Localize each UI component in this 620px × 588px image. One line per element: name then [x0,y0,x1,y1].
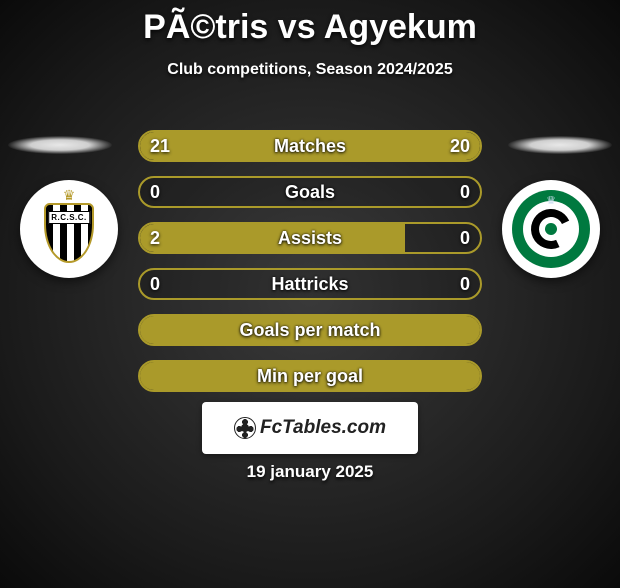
stat-value-right: 0 [460,224,470,252]
charleroi-crest-icon: ♛ R.C.S.C. [36,191,102,267]
stat-value-right: 20 [450,132,470,160]
stat-label: Goals per match [140,316,480,344]
stat-label: Goals [140,178,480,206]
cercle-crest-icon: ♛ [512,190,590,268]
stat-row-goals-per-match: Goals per match [138,314,482,346]
stat-label: Matches [140,132,480,160]
stat-value-right: 0 [460,178,470,206]
fctables-link[interactable]: FcTables.com [202,402,418,454]
stat-row-goals: 0 Goals 0 [138,176,482,208]
page-title: PÃ©tris vs Agyekum [0,8,620,47]
date-label: 19 january 2025 [0,462,620,482]
soccer-ball-icon [234,417,256,439]
footer-brand-text: FcTables.com [260,417,386,439]
left-shadow-ellipse [8,136,112,154]
stat-label: Min per goal [140,362,480,390]
stats-container: 21 Matches 20 0 Goals 0 2 Assists 0 0 Ha… [138,130,482,406]
stat-row-matches: 21 Matches 20 [138,130,482,162]
stat-row-assists: 2 Assists 0 [138,222,482,254]
left-team-abbrev: R.C.S.C. [48,211,90,224]
stat-row-min-per-goal: Min per goal [138,360,482,392]
stat-label: Assists [140,224,480,252]
stat-label: Hattricks [140,270,480,298]
right-team-badge: ♛ [502,180,600,278]
page-subtitle: Club competitions, Season 2024/2025 [0,61,620,79]
left-team-badge: ♛ R.C.S.C. [20,180,118,278]
stat-row-hattricks: 0 Hattricks 0 [138,268,482,300]
right-shadow-ellipse [508,136,612,154]
stat-value-right: 0 [460,270,470,298]
